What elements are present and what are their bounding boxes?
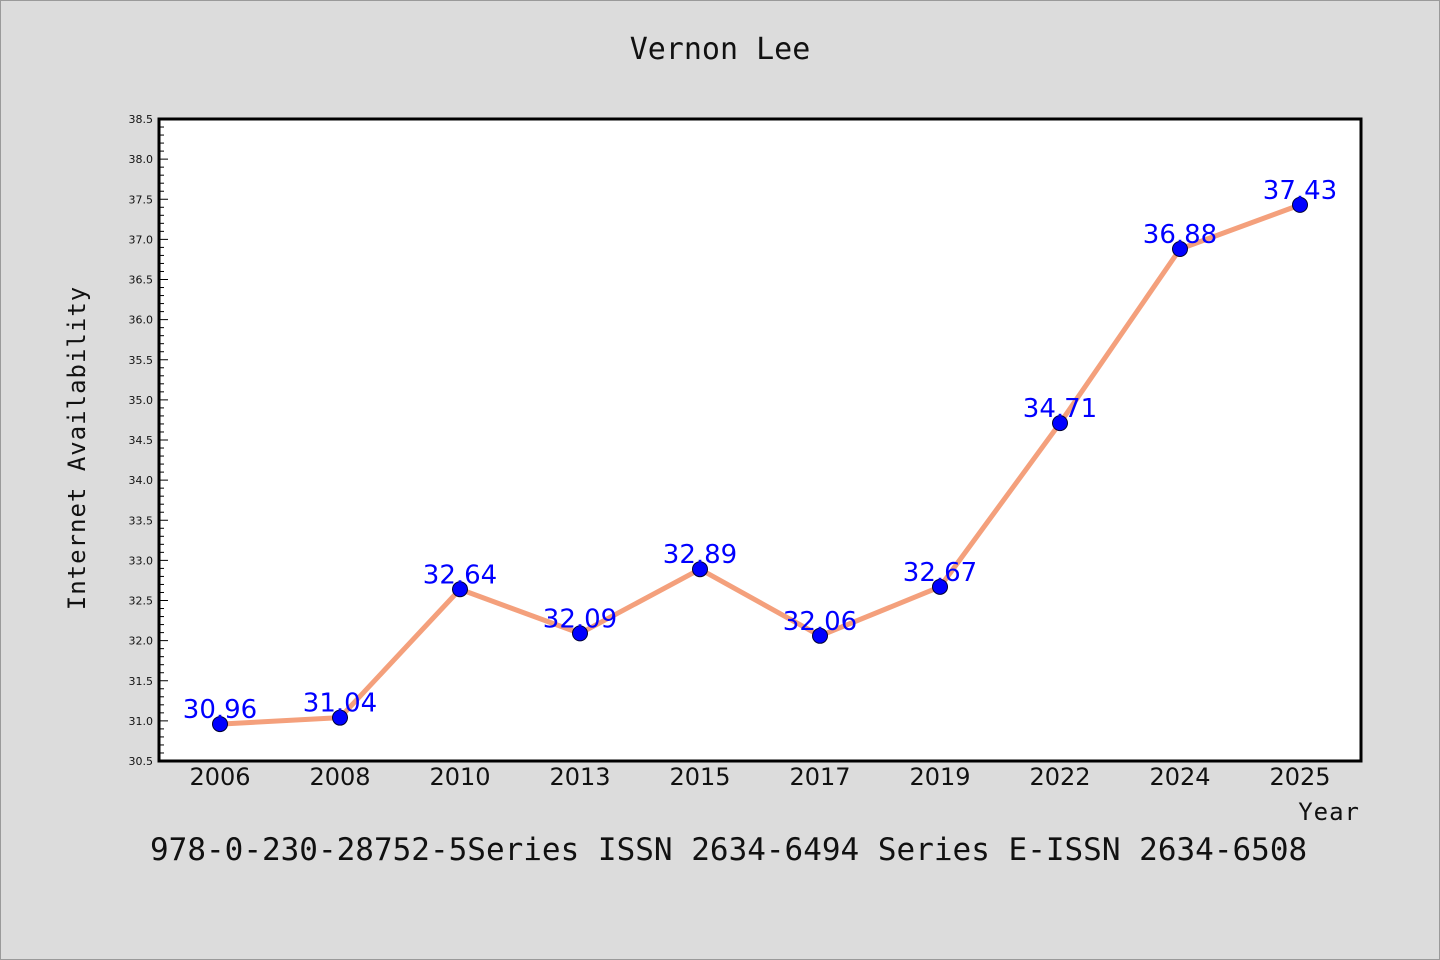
data-point <box>332 709 348 726</box>
y-axis-label: Internet Availability <box>63 286 91 610</box>
y-tick-label: 38.5 <box>129 113 154 126</box>
data-label: 32.64 <box>423 560 497 590</box>
data-point <box>692 561 708 578</box>
x-tick-label: 2010 <box>429 763 490 791</box>
data-point <box>932 578 948 595</box>
data-point <box>1052 415 1068 432</box>
x-tick-label: 2015 <box>669 763 730 791</box>
y-tick-label: 30.5 <box>129 755 154 768</box>
series-line <box>217 202 1303 727</box>
x-tick-label: 2024 <box>1149 763 1210 791</box>
y-tick-label: 31.0 <box>129 715 154 728</box>
data-label: 32.67 <box>903 558 977 588</box>
x-axis-label: Year <box>1298 798 1360 826</box>
y-tick-label: 35.5 <box>129 354 154 367</box>
footer-isbn-text: 978-0-230-28752-5Series ISSN 2634-6494 S… <box>150 832 1308 868</box>
data-point <box>452 581 468 598</box>
data-label: 32.89 <box>663 540 737 570</box>
data-label: 32.09 <box>543 604 617 634</box>
data-label: 32.06 <box>783 607 857 637</box>
x-tick-label: 2013 <box>549 763 610 791</box>
y-tick-label: 32.0 <box>129 635 154 648</box>
x-tick-label: 2025 <box>1269 763 1330 791</box>
data-label: 31.04 <box>303 689 377 719</box>
chart-title: Vernon Lee <box>629 32 811 67</box>
data-label: 30.96 <box>183 695 257 725</box>
y-tick-label: 34.5 <box>129 434 154 447</box>
x-tick-label: 2006 <box>189 763 250 791</box>
data-point <box>812 627 828 644</box>
x-tick-label: 2019 <box>909 763 970 791</box>
y-tick-label: 34.0 <box>129 474 154 487</box>
data-labels: 30.96 31.04 32.64 32.09 32.89 32.06 32.67 34.71… <box>183 176 1337 725</box>
y-tick-label: 32.5 <box>129 595 154 608</box>
y-tick-label: 36.5 <box>129 274 154 287</box>
y-axis-ticks: 30.5 31.0 31.5 32.0 32.5 33.0 33.5 34.0 34.5 35.0… <box>129 113 168 768</box>
data-markers <box>212 196 1308 733</box>
data-point <box>1172 241 1188 258</box>
data-point <box>212 716 228 733</box>
y-tick-label: 35.0 <box>129 394 154 407</box>
plot-area <box>157 117 1363 763</box>
y-tick-label: 31.5 <box>129 675 154 688</box>
x-tick-label: 2008 <box>309 763 370 791</box>
x-tick-label: 2017 <box>789 763 850 791</box>
data-label: 37.43 <box>1263 176 1337 206</box>
x-axis-ticks: 2006 2008 2010 2013 2015 2017 2019 2022 2024 2025 <box>189 763 1330 791</box>
y-tick-label: 38.0 <box>129 153 154 166</box>
x-tick-label: 2022 <box>1029 763 1090 791</box>
y-tick-label: 37.0 <box>129 233 154 246</box>
data-label: 34.71 <box>1023 394 1097 424</box>
y-tick-label: 33.0 <box>129 554 154 567</box>
y-tick-label: 36.0 <box>129 314 154 327</box>
data-point <box>572 625 588 642</box>
data-point <box>1292 196 1308 213</box>
y-tick-label: 37.5 <box>129 193 154 206</box>
data-label: 36.88 <box>1143 220 1217 250</box>
y-tick-label: 33.5 <box>129 514 154 527</box>
